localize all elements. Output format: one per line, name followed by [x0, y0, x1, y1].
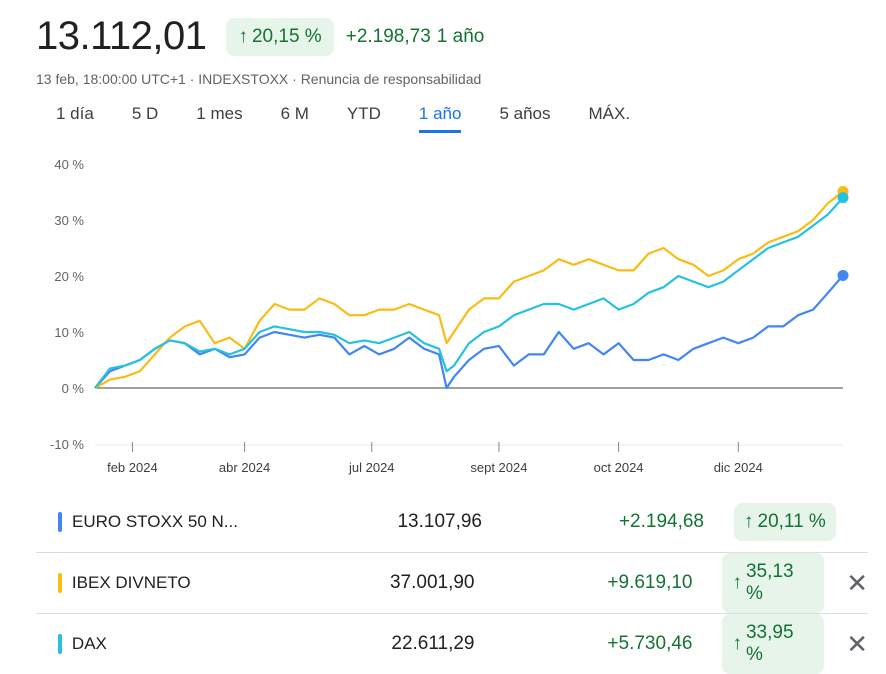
table-row[interactable]: EURO STOXX 50 N... 13.107,96 +2.194,68 ↑ 20,… [36, 492, 868, 553]
series-pct-change: 35,13 % [745, 561, 794, 604]
y-tick-label: 20 % [54, 269, 84, 284]
series-name: DAX [71, 634, 107, 653]
series-abs-change: +9.619,10 [607, 572, 693, 593]
tab-5[interactable]: 1 año [418, 104, 462, 133]
series-name: IBEX DIVNETO [71, 573, 191, 592]
series-pct-change: 33,95 % [745, 622, 794, 665]
arrow-up-icon: ↑ [732, 633, 742, 654]
percent-change: 20,15 % [251, 25, 322, 47]
price-meta: 13 feb, 18:00:00 UTC+1 · INDEXSTOXX · Re… [36, 71, 482, 87]
current-price: 13.112,01 [36, 14, 207, 58]
price-header: 13.112,01 ↑ 20,15 % +2.198,73 1 año [36, 14, 490, 59]
series-color-swatch [58, 512, 62, 532]
tab-4[interactable]: YTD [346, 104, 381, 123]
y-tick-label: -10 % [50, 437, 84, 452]
series-endpoint-2 [837, 192, 849, 204]
table-row[interactable]: IBEX DIVNETO 37.001,90 +9.619,10 ↑ 35,13 % ✕ [36, 553, 868, 614]
series-color-swatch [58, 634, 62, 654]
x-tick-label: sept 2024 [470, 460, 527, 475]
y-tick-label: 10 % [54, 325, 84, 340]
series-line-1 [94, 190, 844, 389]
x-tick-label: abr 2024 [219, 460, 270, 475]
y-tick-label: 40 % [54, 157, 84, 172]
percent-change-badge: ↑ 20,15 % [226, 17, 334, 56]
absolute-change: +2.198,73 1 año [346, 26, 491, 48]
series-pct-badge: ↑ 33,95 % [722, 614, 825, 674]
tab-6[interactable]: 5 años [499, 104, 551, 123]
series-pct-badge: ↑ 35,13 % [722, 553, 825, 613]
x-tick-label: jul 2024 [348, 460, 395, 475]
x-tick-label: dic 2024 [714, 460, 763, 475]
series-pct-badge: ↑ 20,11 % [734, 503, 836, 541]
close-icon[interactable]: ✕ [846, 629, 868, 659]
close-icon[interactable]: ✕ [846, 568, 868, 598]
tab-7[interactable]: MÁX. [588, 104, 631, 123]
x-tick-label: oct 2024 [594, 460, 644, 475]
series-line-0 [94, 274, 844, 390]
range-tabs: 1 día 5 D 1 mes 6 M YTD 1 año 5 años MÁX. [56, 104, 668, 133]
arrow-up-icon: ↑ [744, 511, 754, 532]
series-value: 22.611,29 [391, 633, 475, 654]
series-name: EURO STOXX 50 N... [72, 512, 238, 531]
series-value: 13.107,96 [397, 511, 482, 532]
arrow-up-icon: ↑ [732, 572, 742, 593]
series-line-2 [94, 196, 844, 389]
tab-0[interactable]: 1 día [56, 104, 94, 123]
series-value: 37.001,90 [389, 572, 475, 593]
series-endpoint-0 [837, 269, 849, 281]
line-chart: 40 % 30 % 20 % 10 % 0 % -10 % feb 2024 abr 2024… [50, 157, 849, 475]
y-tick-label: 30 % [54, 213, 84, 228]
table-row[interactable]: DAX 22.611,29 +5.730,46 ↑ 33,95 % ✕ [36, 614, 868, 674]
tab-2[interactable]: 1 mes [196, 104, 243, 123]
series-abs-change: +5.730,46 [607, 633, 693, 654]
y-tick-label: 0 % [62, 381, 85, 396]
series-color-swatch [58, 573, 62, 593]
series-abs-change: +2.194,68 [618, 511, 704, 532]
period-label: 1 año [436, 25, 485, 47]
tab-3[interactable]: 6 M [280, 104, 309, 123]
series-pct-change: 20,11 % [757, 511, 826, 532]
tab-1[interactable]: 5 D [131, 104, 159, 123]
arrow-up-icon: ↑ [238, 25, 248, 47]
x-tick-label: feb 2024 [107, 460, 158, 475]
absolute-change-value: +2.198,73 [345, 25, 431, 47]
